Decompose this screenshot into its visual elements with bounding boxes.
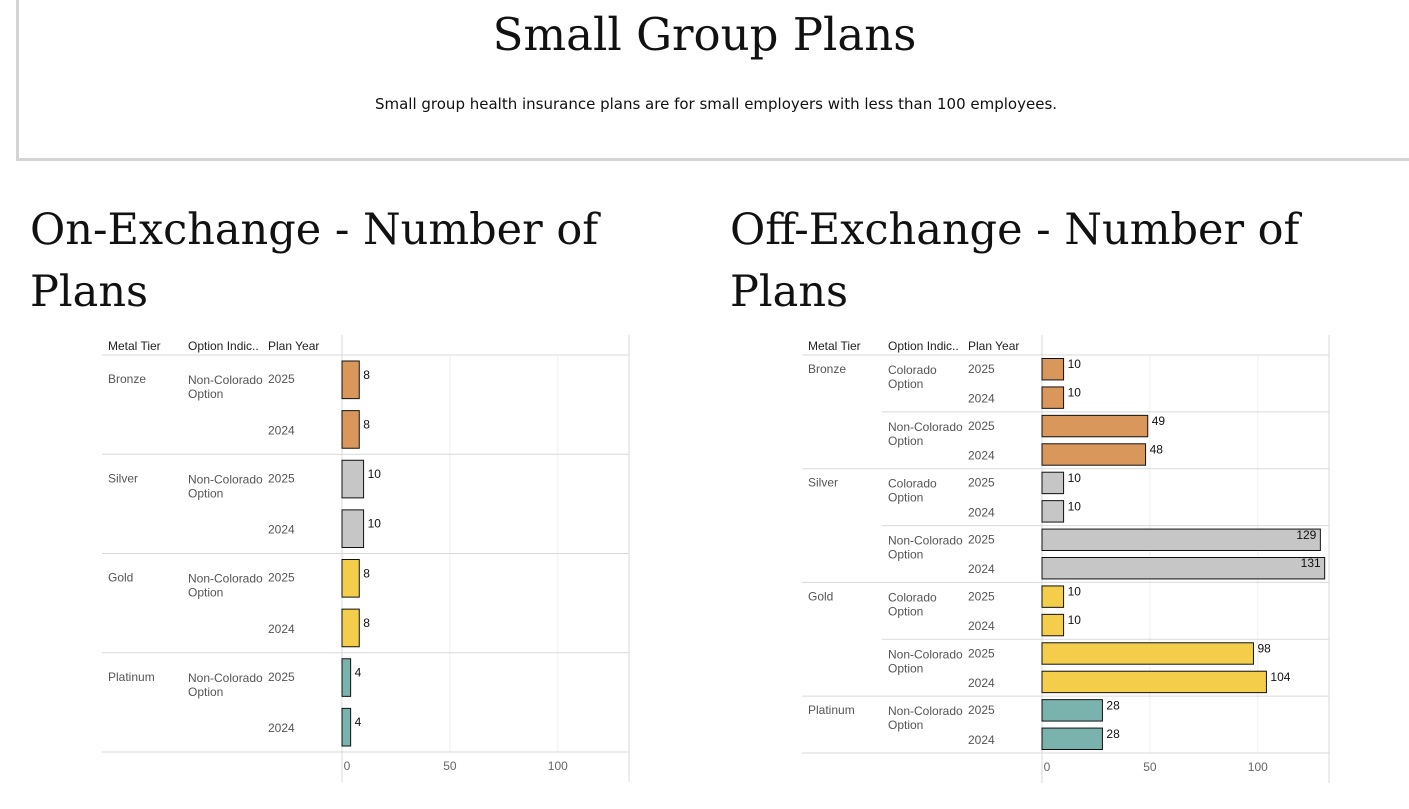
page-title: Small Group Plans — [492, 8, 917, 61]
column-header: Metal Tier — [108, 339, 161, 353]
metal-tier-label: Bronze — [108, 372, 146, 386]
bar-value-label: 4 — [355, 715, 362, 729]
x-tick-label: 100 — [548, 759, 568, 773]
option-label: Non-Colorado — [188, 472, 263, 486]
bar-value-label: 4 — [355, 666, 362, 680]
bar — [341, 360, 360, 400]
plan-year-label: 2025 — [268, 471, 295, 485]
bar-value-label: 8 — [363, 566, 370, 580]
column-header: Plan Year — [268, 339, 319, 353]
off-exchange-title: Off-Exchange - Number of Plans — [730, 205, 1300, 317]
bar — [341, 559, 360, 598]
bar — [341, 608, 360, 648]
plan-year-label: 2024 — [268, 721, 295, 735]
header-panel — [16, 0, 1409, 161]
bar — [341, 459, 365, 499]
bar-value-label: 8 — [363, 616, 370, 630]
bar-value-label: 10 — [368, 467, 382, 481]
plan-year-label: 2024 — [268, 622, 295, 636]
plan-year-label: 2025 — [268, 571, 295, 585]
option-label: Option — [188, 685, 223, 699]
bar — [341, 509, 365, 548]
bar-value-label: 8 — [363, 368, 370, 382]
option-label: Option — [188, 387, 223, 401]
bar — [341, 658, 352, 697]
bar-value-label: 8 — [363, 417, 370, 431]
metal-tier-label: Gold — [108, 571, 133, 585]
page-subtitle: Small group health insurance plans are f… — [374, 95, 1058, 113]
plan-year-label: 2025 — [268, 372, 295, 386]
option-label: Option — [188, 486, 223, 500]
plan-year-label: 2024 — [268, 523, 295, 537]
bar — [341, 707, 352, 747]
bar-value-label: 10 — [368, 517, 382, 531]
x-tick-label: 50 — [443, 759, 457, 773]
metal-tier-label: Platinum — [108, 670, 155, 684]
option-label: Option — [188, 586, 223, 600]
option-label: Non-Colorado — [188, 373, 263, 387]
on-exchange-title: On-Exchange - Number of Plans — [30, 205, 599, 317]
plan-year-label: 2024 — [268, 423, 295, 437]
option-label: Non-Colorado — [188, 572, 263, 586]
column-header: Option Indic.. — [188, 339, 259, 353]
metal-tier-label: Silver — [108, 471, 138, 485]
plan-year-label: 2025 — [268, 670, 295, 684]
x-tick-label: 0 — [344, 759, 351, 773]
option-label: Non-Colorado — [188, 671, 263, 685]
bar — [341, 410, 360, 449]
